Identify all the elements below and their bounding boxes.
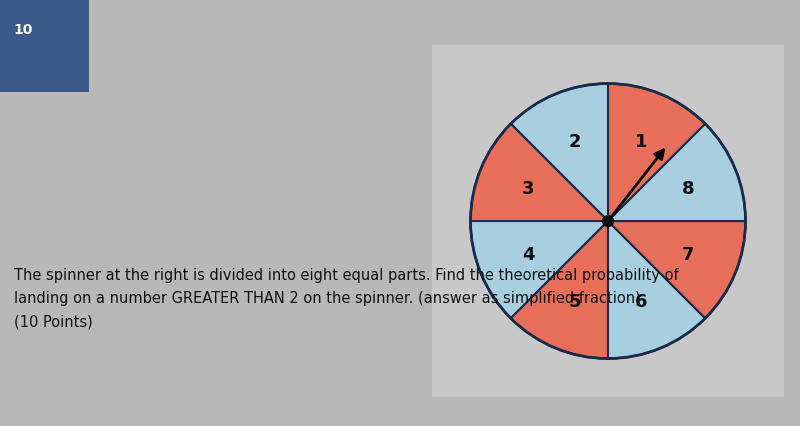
Wedge shape <box>608 124 746 222</box>
Wedge shape <box>470 222 608 319</box>
FancyBboxPatch shape <box>432 46 784 397</box>
Text: The spinner at the right is divided into eight equal parts. Find the theoretical: The spinner at the right is divided into… <box>14 268 678 329</box>
Wedge shape <box>608 222 746 319</box>
Wedge shape <box>470 124 608 222</box>
Circle shape <box>602 216 614 227</box>
Wedge shape <box>608 222 706 359</box>
Text: 3: 3 <box>522 179 534 197</box>
Text: 1: 1 <box>635 132 647 151</box>
Wedge shape <box>510 222 608 359</box>
Text: 2: 2 <box>569 132 581 151</box>
Wedge shape <box>608 84 706 222</box>
Text: 7: 7 <box>682 246 694 264</box>
Wedge shape <box>510 84 608 222</box>
Text: 8: 8 <box>682 179 694 197</box>
Text: 4: 4 <box>522 246 534 264</box>
Text: 10: 10 <box>14 23 33 37</box>
Text: 6: 6 <box>635 292 647 311</box>
Text: 5: 5 <box>569 292 581 311</box>
